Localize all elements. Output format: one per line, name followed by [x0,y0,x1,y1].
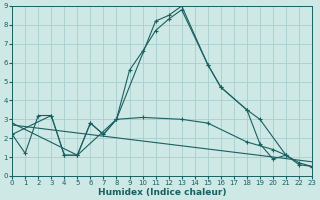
X-axis label: Humidex (Indice chaleur): Humidex (Indice chaleur) [98,188,226,197]
